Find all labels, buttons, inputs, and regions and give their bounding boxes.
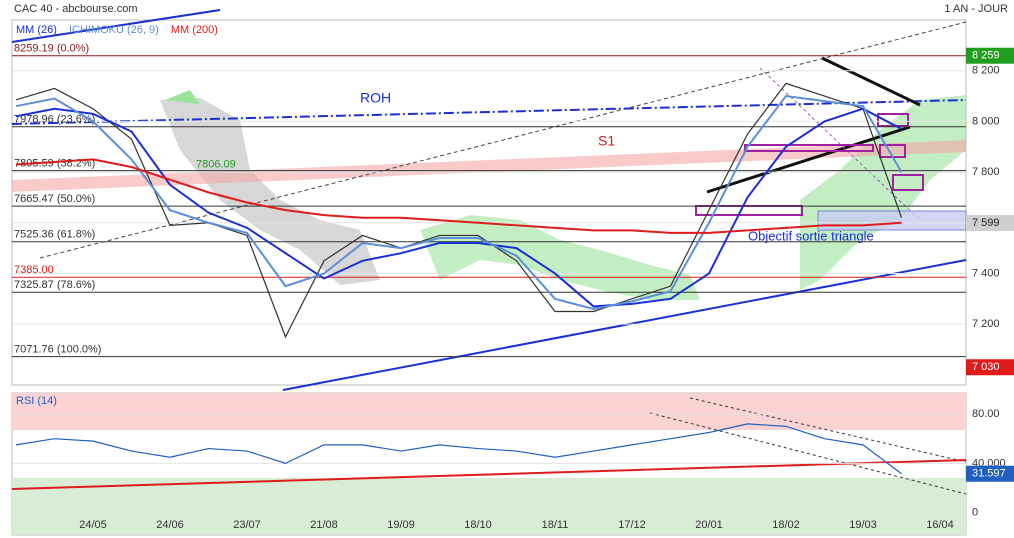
legend-entry: ICHIMOKU (26, 9) (69, 24, 159, 36)
level-label: 7071.76 (100.0%) (14, 344, 101, 356)
series-line (15, 158, 902, 234)
kijun-label: 7806.09 (196, 158, 236, 170)
x-tick-label: 23/07 (233, 519, 261, 531)
header-period: 1 AN - JOUR (944, 3, 1008, 15)
s1-band (12, 140, 966, 192)
rsi-trend (689, 397, 967, 463)
x-tick-label: 19/03 (849, 519, 877, 531)
legend-entry: MM (200) (171, 24, 218, 36)
overbought-zone (12, 393, 966, 430)
price-panel (11, 19, 967, 386)
triangle-line (706, 125, 911, 194)
x-tick-label: 19/09 (387, 519, 415, 531)
annotation: ROH (360, 90, 391, 106)
series-line (15, 423, 902, 475)
price-mark-label: 8 259 (972, 50, 1000, 62)
roh-line (11, 99, 967, 125)
y-tick-label: 7 800 (972, 166, 1000, 178)
legend-entry: MM (26) (16, 24, 57, 36)
price-mark-label: 7 599 (972, 217, 1000, 229)
rsi-title: RSI (14) (16, 395, 57, 407)
rsi-trend (11, 459, 967, 490)
y-tick-label: 0 (972, 507, 978, 519)
x-tick-label: 16/04 (926, 519, 954, 531)
box (892, 174, 924, 191)
target-box (817, 210, 967, 231)
level-label: 7525.36 (61.8%) (14, 229, 95, 241)
y-tick-label: 8 200 (972, 65, 1000, 77)
level-label: 7978.96 (23.6%) (14, 114, 95, 126)
rsi-trend (649, 412, 967, 495)
series-line (15, 94, 903, 310)
level-label: 7325.87 (78.6%) (14, 279, 95, 291)
box (744, 144, 874, 152)
x-tick-label: 18/02 (772, 519, 800, 531)
annotation: S1 (598, 133, 615, 149)
x-tick-label: 24/05 (79, 519, 107, 531)
header-title: CAC 40 - abcbourse.com (14, 3, 138, 15)
y-tick-label: 80.00 (972, 408, 1000, 420)
price-mark (966, 47, 1014, 64)
price-mark (966, 215, 1014, 232)
value-box (966, 465, 1014, 482)
x-tick-label: 17/12 (618, 519, 646, 531)
oversold-zone (12, 478, 966, 535)
box (877, 113, 909, 127)
y-tick-label: 8 000 (972, 115, 1000, 127)
price-mark-label: 7 030 (972, 361, 1000, 373)
support-line (11, 9, 221, 43)
level-label: 7665.47 (50.0%) (14, 193, 95, 205)
trend-line (39, 21, 967, 259)
series-line (15, 107, 902, 308)
x-tick-label: 21/08 (310, 519, 338, 531)
annotation: Objectif sortie triangle (748, 228, 874, 243)
x-tick-label: 18/11 (542, 519, 569, 531)
y-tick-label: 7 200 (972, 318, 1000, 330)
y-tick-label: 7 400 (972, 267, 1000, 279)
series-line (15, 82, 903, 339)
x-tick-label: 24/06 (156, 519, 184, 531)
cloud (165, 90, 200, 104)
cloud (420, 215, 700, 300)
x-tick-label: 18/10 (464, 519, 492, 531)
level-label: 8259.19 (0.0%) (14, 43, 89, 55)
x-tick-label: 20/01 (695, 519, 723, 531)
value-label: 31.597 (972, 468, 1006, 480)
cloud (160, 98, 380, 285)
level-label: 7385.00 (14, 264, 54, 276)
triangle-line (821, 56, 921, 107)
price-mark (966, 359, 1014, 376)
support-line (282, 259, 967, 391)
